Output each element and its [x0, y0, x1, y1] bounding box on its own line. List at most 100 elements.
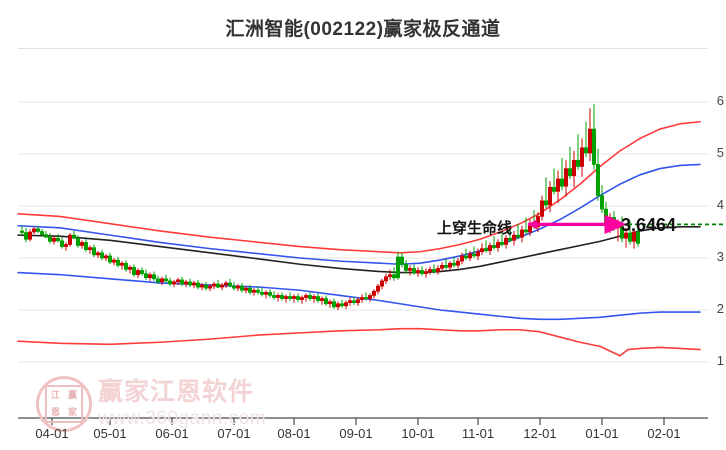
signal-arrow — [528, 214, 627, 234]
candle-body — [431, 269, 436, 272]
candle-body — [84, 242, 89, 250]
candle-body — [23, 232, 28, 240]
candlestick — [583, 121, 588, 158]
x-axis-label: 05-01 — [93, 426, 127, 441]
candle-body — [603, 208, 608, 223]
candlestick — [475, 248, 480, 261]
candle-body — [236, 285, 241, 289]
candlestick — [551, 168, 556, 195]
candle-body — [631, 231, 636, 242]
candlestick — [439, 262, 444, 272]
candle-body — [451, 262, 456, 266]
candlestick — [263, 290, 268, 299]
candle-body — [192, 282, 197, 286]
candlestick — [55, 234, 60, 243]
candle-body — [439, 264, 444, 269]
candlestick — [315, 293, 320, 303]
candlestick — [547, 181, 552, 213]
candle-body — [611, 217, 616, 229]
candle-body — [116, 259, 121, 266]
candle-body — [435, 268, 440, 272]
candle-body — [499, 242, 504, 245]
candle-body — [220, 284, 225, 288]
candlestick — [220, 282, 225, 291]
candlestick — [311, 294, 316, 303]
candle-body — [72, 234, 77, 239]
candle-body — [204, 284, 209, 289]
candlestick — [567, 146, 572, 179]
candle-body — [387, 274, 392, 278]
candle-body — [88, 247, 93, 250]
candle-body — [627, 232, 632, 242]
candle-body — [559, 178, 564, 187]
candlestick — [451, 256, 456, 268]
candlestick — [543, 177, 548, 209]
candle-body — [68, 234, 73, 245]
candle-body — [200, 284, 205, 288]
candlestick — [427, 266, 432, 275]
candle-body — [128, 267, 133, 270]
candle-body — [459, 255, 464, 262]
candle-body — [591, 128, 596, 165]
candlestick — [391, 267, 396, 281]
candlestick — [419, 266, 424, 276]
candlestick — [483, 240, 488, 253]
candlestick — [295, 293, 300, 302]
candlestick — [555, 170, 560, 203]
candle-body — [343, 302, 348, 307]
candlestick — [411, 264, 416, 275]
candle-body — [571, 159, 576, 177]
candle-body — [347, 300, 352, 304]
candlestick — [88, 245, 93, 254]
candlestick — [80, 240, 85, 249]
candlestick — [403, 260, 408, 274]
candle-body — [275, 295, 280, 298]
x-axis-label: 01-01 — [585, 426, 619, 441]
candlestick — [212, 281, 217, 290]
candle-body — [635, 231, 640, 244]
candle-body — [104, 255, 109, 259]
candle-body — [583, 147, 588, 154]
candlestick — [164, 274, 169, 283]
candlestick — [267, 289, 272, 298]
candlestick — [375, 284, 380, 295]
candlestick — [156, 275, 161, 284]
x-axis-label: 06-01 — [155, 426, 189, 441]
candlestick — [519, 225, 524, 243]
candlestick — [160, 276, 165, 286]
candle-body — [184, 281, 189, 285]
candlestick — [579, 138, 584, 177]
candlestick — [571, 150, 576, 188]
candlestick — [499, 233, 504, 247]
candle-body — [152, 274, 157, 280]
x-axis-label: 09-01 — [339, 426, 373, 441]
candlestick — [255, 286, 260, 295]
candle-body — [176, 279, 181, 283]
candle-body — [31, 228, 36, 233]
candlestick — [631, 228, 636, 249]
candle-body — [335, 303, 340, 308]
candle-body — [567, 168, 572, 177]
candlestick — [148, 272, 153, 281]
x-axis-label: 08-01 — [277, 426, 311, 441]
candlestick — [132, 264, 137, 277]
x-axis-label: 04-01 — [35, 426, 69, 441]
candlestick — [128, 265, 133, 274]
candle-body — [507, 237, 512, 241]
candlestick — [271, 291, 276, 300]
y-axis-label: 5 — [716, 145, 724, 160]
candlestick — [399, 252, 404, 268]
candle-body — [240, 285, 245, 291]
candlestick — [511, 230, 516, 246]
candle-body — [271, 295, 276, 298]
candlestick — [27, 229, 32, 242]
candlestick — [383, 273, 388, 284]
candle-body — [391, 274, 396, 279]
candlestick — [236, 284, 241, 292]
candlestick — [72, 230, 77, 240]
candle-body — [19, 230, 24, 233]
candlestick — [92, 244, 97, 257]
candle-body — [92, 247, 97, 256]
candle-body — [136, 270, 141, 275]
